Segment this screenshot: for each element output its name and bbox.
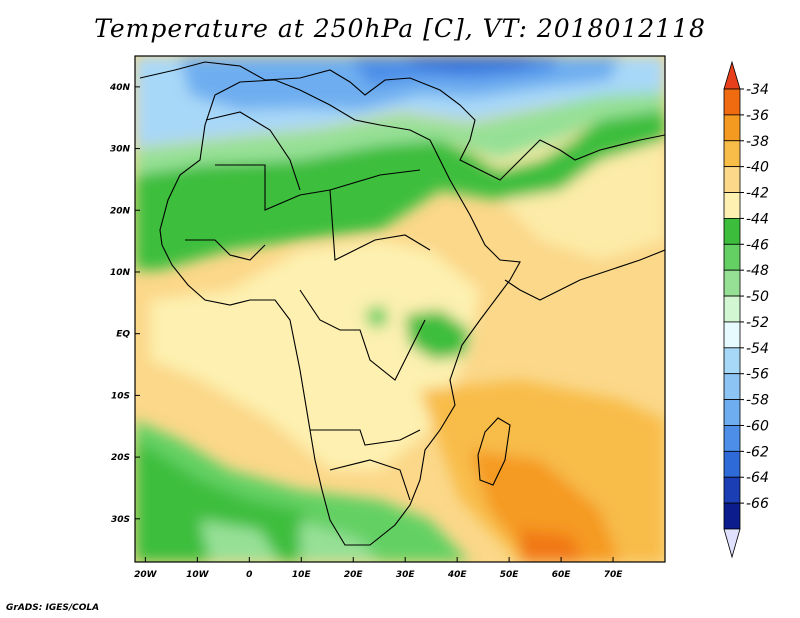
colorbar-swatch bbox=[723, 476, 741, 504]
lon-tick-label: 10E bbox=[292, 570, 312, 580]
colorbar-label: -44 bbox=[746, 211, 769, 227]
longitude-axis: 20W 10W 0 10E 20E 30E 40E 50E 60E 70E bbox=[134, 557, 623, 580]
colorbar-top-arrow bbox=[723, 60, 741, 90]
lon-tick-label: 20E bbox=[344, 570, 364, 580]
lat-tick-label: EQ bbox=[116, 330, 130, 340]
lon-tick-label: 10W bbox=[186, 570, 210, 580]
latitude-axis: 40N 30N 20N 10N EQ 10S 20S 30S bbox=[109, 83, 140, 525]
footer-credit: GrADS: IGES/COLA bbox=[6, 603, 100, 613]
colorbar-label: -54 bbox=[746, 341, 769, 357]
colorbar-label: -48 bbox=[746, 263, 769, 279]
colorbar-swatch bbox=[723, 192, 741, 219]
colorbar-swatch bbox=[723, 88, 741, 116]
colorbar: -34 -36 -38 -40 -42 -44 -46 -48 -50 -52 -54 -56 -58 -… bbox=[723, 60, 769, 559]
map-title: Temperature at 250hPa [C], VT: 201801211… bbox=[94, 14, 706, 43]
colorbar-label: -62 bbox=[746, 444, 769, 460]
colorbar-swatch bbox=[723, 373, 741, 400]
colorbar-bottom-arrow bbox=[723, 528, 741, 559]
colorbar-label: -46 bbox=[746, 237, 769, 253]
lat-tick-label: 10N bbox=[110, 268, 131, 278]
colorbar-swatch bbox=[723, 140, 741, 168]
colorbar-label: -34 bbox=[746, 82, 769, 98]
colorbar-label: -52 bbox=[746, 315, 769, 331]
colorbar-label: -42 bbox=[746, 186, 769, 202]
colorbar-swatch bbox=[723, 269, 741, 297]
colorbar-label: -50 bbox=[746, 289, 769, 305]
lat-tick-label: 10S bbox=[111, 391, 130, 401]
lon-tick-label: 60E bbox=[552, 570, 572, 580]
lon-tick-label: 30E bbox=[396, 570, 416, 580]
colorbar-label: -40 bbox=[746, 160, 769, 176]
colorbar-label: -58 bbox=[746, 393, 769, 409]
colorbar-label: -60 bbox=[746, 418, 769, 434]
lat-tick-label: 40N bbox=[109, 83, 131, 93]
colorbar-swatch bbox=[723, 243, 741, 271]
map-frame bbox=[134, 55, 666, 563]
colorbar-swatch bbox=[723, 347, 741, 375]
colorbar-swatch bbox=[723, 295, 741, 323]
colorbar-label: -64 bbox=[746, 470, 769, 486]
colorbar-label: -56 bbox=[746, 367, 769, 383]
temperature-field bbox=[135, 56, 665, 562]
lat-tick-label: 20N bbox=[110, 206, 131, 216]
lon-tick-label: 20W bbox=[134, 570, 158, 580]
coastlines bbox=[139, 61, 665, 546]
colorbar-swatch bbox=[723, 425, 741, 452]
colorbar-swatch bbox=[723, 218, 741, 245]
colorbar-swatch bbox=[723, 114, 741, 142]
colorbar-swatch bbox=[723, 450, 741, 478]
colorbar-swatch bbox=[723, 502, 741, 530]
lat-tick-label: 30N bbox=[110, 145, 131, 155]
lon-tick-label: 40E bbox=[447, 570, 468, 580]
lon-tick-label: 50E bbox=[500, 570, 520, 580]
colorbar-label: -38 bbox=[746, 134, 769, 150]
lat-tick-label: 20S bbox=[111, 453, 130, 463]
lon-tick-label: 0 bbox=[246, 570, 252, 580]
colorbar-label: -36 bbox=[746, 108, 769, 124]
colorbar-label: -66 bbox=[746, 496, 769, 512]
lon-tick-label: 70E bbox=[604, 570, 624, 580]
colorbar-swatch bbox=[723, 399, 741, 426]
colorbar-swatch bbox=[723, 321, 741, 349]
colorbar-swatch bbox=[723, 166, 741, 193]
lat-tick-label: 30S bbox=[111, 515, 130, 525]
